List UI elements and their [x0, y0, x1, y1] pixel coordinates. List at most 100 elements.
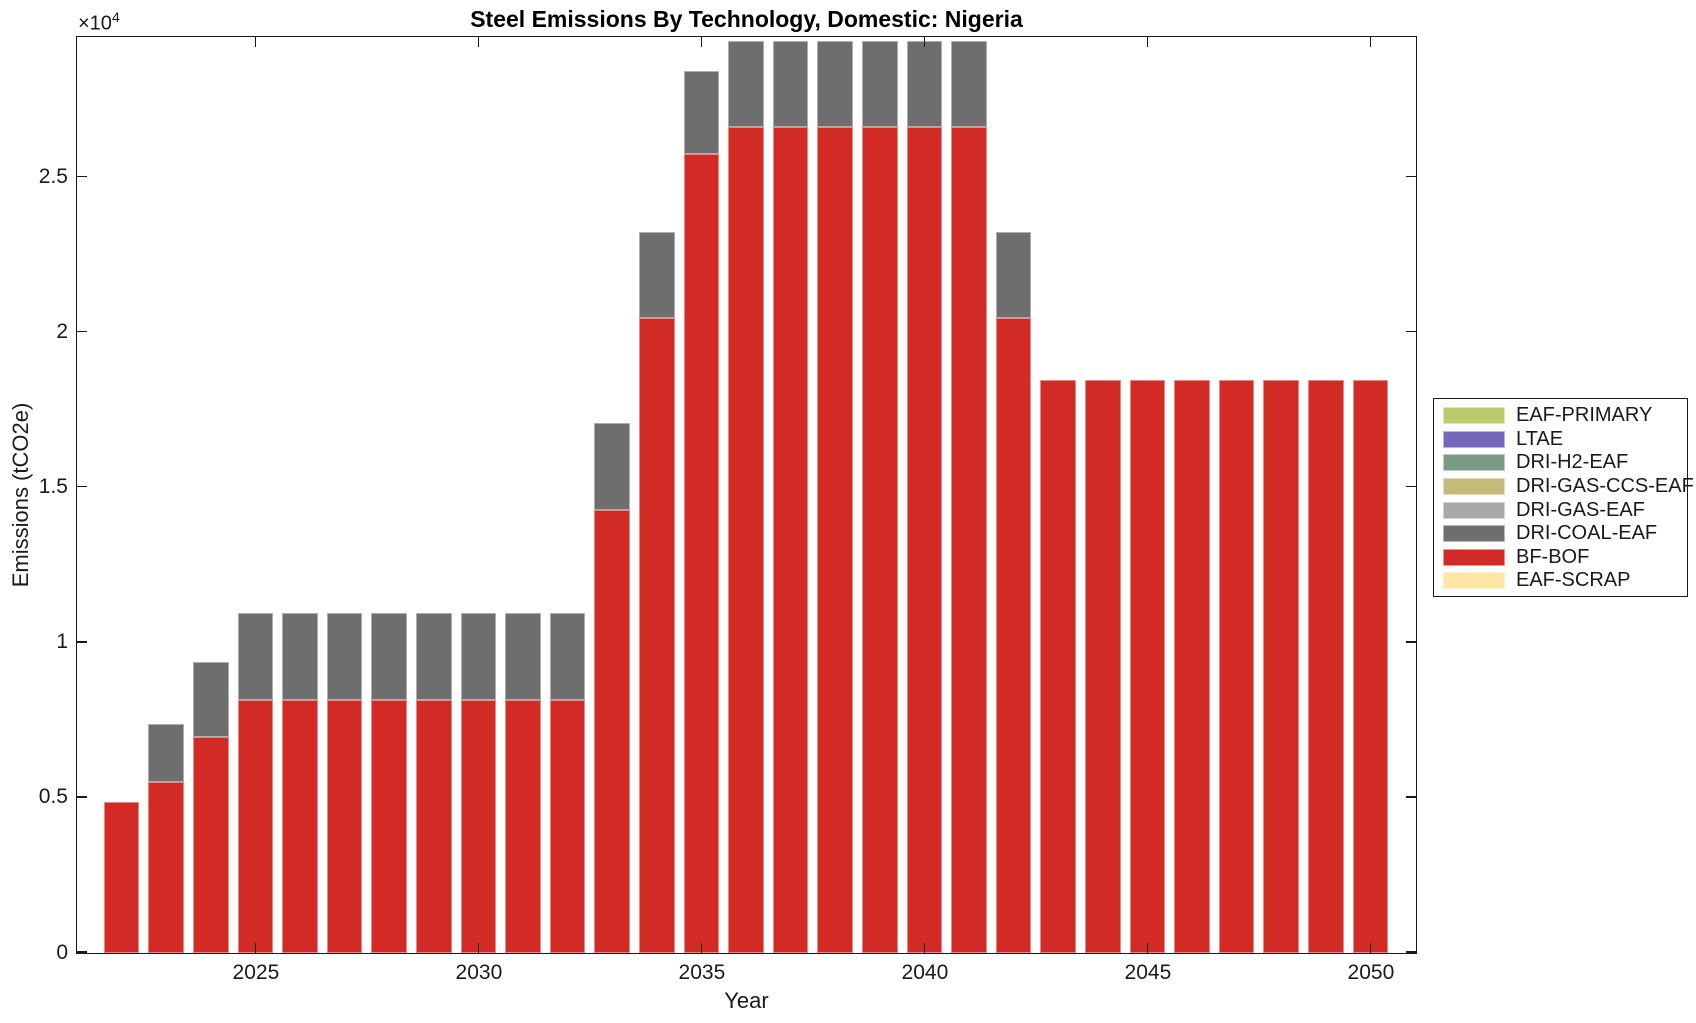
y-axis-multiplier-exponent: 4 — [111, 9, 120, 25]
legend-label-eaf-primary: EAF-PRIMARY — [1516, 404, 1653, 427]
y-tick-15000 — [77, 485, 87, 488]
legend-label-dri-h2-eaf: DRI-H2-EAF — [1516, 451, 1629, 474]
x-tick-top-2025 — [254, 37, 257, 47]
legend-label-bf-bof: BF-BOF — [1516, 545, 1590, 568]
bar-segment-dri-coal-eaf-2032 — [549, 613, 586, 700]
legend-swatch-ltae — [1443, 430, 1505, 448]
bar-segment-bf-bof-2050 — [1352, 380, 1389, 953]
bar-segment-bf-bof-2038 — [817, 127, 854, 953]
x-tick-label-2030: 2030 — [455, 961, 503, 984]
legend-swatch-dri-coal-eaf — [1443, 525, 1505, 543]
y-tick-label-0.5: 0.5 — [38, 785, 68, 809]
x-tick-label-2050: 2050 — [1347, 961, 1395, 984]
x-tick-2025 — [254, 943, 257, 953]
legend-item-dri-coal-eaf: DRI-COAL-EAF — [1434, 522, 1687, 546]
legend-label-dri-gas-eaf: DRI-GAS-EAF — [1516, 498, 1645, 521]
bar-segment-bf-bof-2043 — [1040, 380, 1077, 953]
legend-swatch-eaf-primary — [1443, 407, 1505, 425]
bar-segment-bf-bof-2027 — [326, 699, 363, 953]
y-tick-right-15000 — [1406, 485, 1416, 488]
bar-segment-bf-bof-2040 — [906, 127, 943, 953]
bar-segment-dri-coal-eaf-2029 — [416, 613, 452, 700]
y-tick-label-0: 0 — [56, 940, 68, 964]
bar-segment-dri-coal-eaf-2025 — [237, 613, 274, 700]
bar-segment-dri-coal-eaf-2037 — [772, 40, 809, 128]
bar-segment-bf-bof-2022 — [103, 802, 140, 953]
legend-swatch-dri-h2-eaf — [1443, 454, 1505, 472]
y-tick-right-25000 — [1406, 175, 1416, 178]
bar-segment-bf-bof-2030 — [460, 699, 497, 953]
legend-item-eaf-primary: EAF-PRIMARY — [1434, 404, 1687, 428]
bar-segment-dri-coal-eaf-2023 — [148, 723, 185, 783]
y-tick-label-1: 1 — [56, 630, 68, 654]
y-tick-right-20000 — [1406, 330, 1416, 333]
x-tick-label-2025: 2025 — [232, 961, 280, 984]
x-tick-top-2045 — [1146, 37, 1149, 47]
bar-segment-dri-coal-eaf-2034 — [639, 231, 675, 318]
bar-segment-bf-bof-2023 — [148, 782, 185, 953]
legend-swatch-dri-gas-eaf — [1443, 501, 1505, 519]
x-tick-top-2040 — [923, 37, 926, 47]
y-tick-20000 — [77, 330, 87, 333]
bar-segment-bf-bof-2044 — [1085, 380, 1121, 953]
bar-segment-dri-coal-eaf-2041 — [951, 40, 987, 128]
legend-label-dri-coal-eaf: DRI-COAL-EAF — [1516, 522, 1658, 545]
bar-segment-bf-bof-2039 — [862, 127, 898, 953]
x-tick-label-2045: 2045 — [1124, 961, 1172, 984]
bar-segment-dri-coal-eaf-2031 — [505, 613, 541, 700]
legend-label-dri-gas-ccs-eaf: DRI-GAS-CCS-EAF — [1516, 475, 1694, 498]
bar-segment-bf-bof-2031 — [505, 699, 541, 953]
bar-segment-bf-bof-2035 — [683, 154, 720, 953]
x-tick-2035 — [700, 943, 703, 953]
bar-segment-dri-coal-eaf-2040 — [906, 40, 943, 128]
x-tick-2040 — [923, 943, 926, 953]
y-tick-25000 — [77, 175, 87, 178]
x-tick-2050 — [1369, 943, 1372, 953]
x-tick-label-2035: 2035 — [678, 961, 726, 984]
bar-segment-bf-bof-2047 — [1218, 380, 1255, 953]
bar-segment-bf-bof-2041 — [951, 127, 987, 953]
x-axis-label: Year — [724, 988, 769, 1013]
x-tick-top-2035 — [700, 37, 703, 47]
bar-segment-dri-coal-eaf-2026 — [282, 613, 318, 700]
bar-segment-bf-bof-2049 — [1308, 380, 1344, 953]
legend-swatch-eaf-scrap — [1443, 572, 1505, 590]
legend-item-ltae: LTAE — [1434, 428, 1687, 452]
x-tick-top-2030 — [477, 37, 480, 47]
bar-segment-dri-coal-eaf-2035 — [683, 70, 720, 155]
chart-title: Steel Emissions By Technology, Domestic:… — [470, 6, 1023, 32]
legend-item-dri-gas-eaf: DRI-GAS-EAF — [1434, 498, 1687, 522]
bar-segment-dri-coal-eaf-2033 — [594, 423, 631, 510]
legend-item-eaf-scrap: EAF-SCRAP — [1434, 569, 1687, 593]
y-tick-right-10000 — [1406, 641, 1416, 643]
bar-segment-bf-bof-2025 — [237, 699, 274, 953]
bar-segment-bf-bof-2036 — [728, 127, 764, 953]
bar-segment-bf-bof-2032 — [549, 699, 586, 953]
x-tick-label-2040: 2040 — [901, 961, 949, 984]
bar-segment-bf-bof-2028 — [371, 699, 408, 953]
bar-segment-bf-bof-2048 — [1263, 380, 1300, 953]
bar-segment-dri-coal-eaf-2028 — [371, 613, 408, 700]
legend-swatch-bf-bof — [1443, 548, 1505, 566]
legend-swatch-dri-gas-ccs-eaf — [1443, 478, 1505, 496]
legend-item-bf-bof: BF-BOF — [1434, 546, 1687, 570]
bar-segment-dri-coal-eaf-2027 — [326, 613, 363, 700]
bar-segment-bf-bof-2033 — [594, 509, 631, 953]
legend-label-ltae: LTAE — [1516, 427, 1564, 450]
bar-segment-dri-coal-eaf-2039 — [862, 40, 898, 128]
bar-segment-bf-bof-2024 — [193, 736, 229, 953]
legend: EAF-PRIMARY LTAE DRI-H2-EAF DRI-GAS-CCS-EAF… — [1433, 398, 1694, 597]
bar-segment-bf-bof-2042 — [995, 317, 1032, 953]
x-tick-top-2050 — [1369, 37, 1372, 47]
bar-segment-dri-coal-eaf-2030 — [460, 613, 497, 700]
bar-segment-dri-coal-eaf-2042 — [995, 231, 1032, 318]
plot-area — [76, 36, 1417, 954]
bar-segment-dri-coal-eaf-2038 — [817, 40, 854, 128]
y-axis-multiplier-base: ×10 — [78, 12, 112, 35]
bar-segment-bf-bof-2034 — [639, 317, 675, 953]
y-tick-label-2: 2 — [56, 320, 68, 344]
x-tick-2030 — [477, 943, 480, 953]
bar-segment-bf-bof-2037 — [772, 127, 809, 953]
legend-label-eaf-scrap: EAF-SCRAP — [1516, 569, 1631, 592]
